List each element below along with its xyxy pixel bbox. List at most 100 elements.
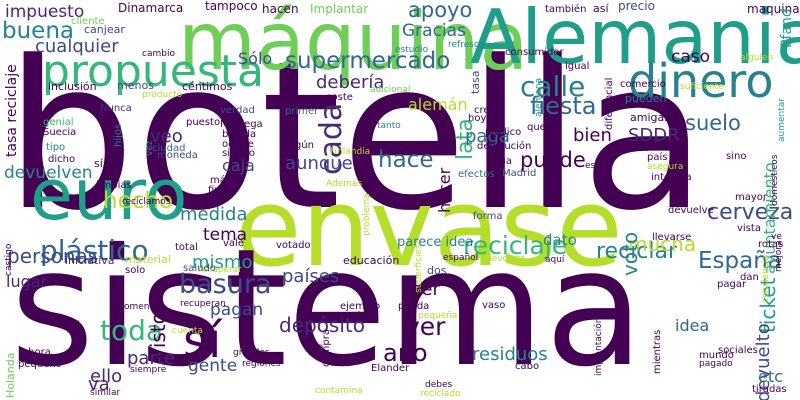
- word-124: Suecia: [43, 127, 77, 138]
- word-34: impuesto: [5, 2, 85, 22]
- word-179: ahora: [22, 347, 51, 358]
- word-16: hace: [378, 147, 434, 173]
- word-58: etc: [758, 367, 783, 386]
- word-71: precio: [618, 0, 655, 13]
- word-108: Noruega: [220, 119, 263, 130]
- word-148: superficies: [414, 244, 424, 293]
- word-147: problema: [362, 193, 372, 236]
- word-88: pueden: [625, 92, 667, 105]
- word-67: Dinamarca: [118, 1, 184, 15]
- word-125: tipo: [46, 142, 66, 153]
- word-19: toda: [100, 314, 164, 347]
- word-43: suelo: [685, 111, 741, 135]
- word-48: medida: [180, 204, 248, 225]
- word-21: ver: [405, 312, 446, 341]
- word-115: público: [485, 127, 522, 138]
- word-155: educación: [343, 254, 400, 267]
- word-30: residuos: [472, 344, 548, 365]
- word-119: Madrid: [502, 168, 537, 179]
- word-160: dan: [740, 272, 759, 283]
- word-126: dicho: [48, 154, 76, 165]
- word-135: Además: [326, 179, 363, 189]
- word-139: mayor: [735, 192, 768, 203]
- word-193: contamina: [315, 386, 363, 396]
- word-1: envase: [235, 166, 623, 291]
- word-94: adicional: [370, 85, 411, 95]
- word-5: Alemania: [470, 0, 800, 81]
- word-91: producto: [142, 90, 183, 100]
- word-136: reciclamos: [122, 197, 171, 207]
- word-194: debes: [425, 380, 453, 390]
- word-37: Sólo: [238, 49, 273, 68]
- word-116: alto: [631, 143, 650, 154]
- word-140: vista: [737, 223, 761, 234]
- word-195: reciclado: [420, 389, 461, 399]
- word-109: bebida: [222, 129, 257, 140]
- word-156: español: [443, 253, 479, 263]
- word-188: cabo: [515, 361, 540, 372]
- word-87: comercio: [620, 79, 666, 90]
- word-2: sistema: [10, 215, 645, 400]
- word-64: hacer: [435, 167, 454, 213]
- word-74: cliente: [71, 16, 105, 27]
- word-15: basura: [179, 269, 272, 300]
- word-113: Finlandia: [330, 147, 371, 157]
- word-185: da: [311, 342, 324, 353]
- word-178: sociales: [718, 345, 758, 356]
- word-29: personas: [7, 244, 99, 268]
- word-150: total: [175, 242, 198, 253]
- word-143: mejora: [774, 240, 784, 272]
- word-97: tasa reciclaje: [4, 64, 20, 157]
- word-26: apoyo: [408, 0, 473, 22]
- word-190: mundo: [699, 350, 734, 361]
- word-183: grandes: [233, 348, 270, 358]
- word-95: amigas: [630, 111, 670, 124]
- word-81: consumidor: [505, 47, 564, 58]
- word-153: recuperar: [198, 265, 242, 275]
- word-154: parece idea: [397, 235, 474, 250]
- word-78: cambio: [142, 49, 175, 59]
- word-6: propuesta: [42, 46, 264, 97]
- word-12: España: [698, 248, 782, 274]
- word-4: máquina: [178, 0, 529, 88]
- word-61: visto: [146, 312, 170, 360]
- word-79: estudio: [395, 45, 429, 55]
- word-106: genial: [43, 117, 74, 128]
- word-170: haber: [50, 318, 80, 329]
- word-144: devuelve: [668, 205, 714, 216]
- word-90: alguien: [740, 53, 774, 63]
- word-118: agua: [487, 156, 512, 167]
- word-102: queda: [527, 122, 559, 133]
- word-92: diferencial: [604, 77, 615, 130]
- word-11: reciclaje: [463, 231, 568, 260]
- word-69: hacen: [262, 2, 299, 16]
- word-184: regiones: [242, 359, 281, 369]
- word-162: iniciativa: [65, 254, 115, 267]
- word-93: alemana: [534, 77, 544, 117]
- word-137: sino: [726, 151, 747, 162]
- word-60: lugar: [6, 272, 48, 291]
- word-99: coste: [326, 92, 353, 103]
- word-141: ve: [771, 232, 782, 242]
- word-47: aunque: [285, 153, 353, 174]
- word-176: usado: [615, 316, 626, 347]
- word-85: céntimos: [182, 80, 233, 93]
- word-89: suficiente: [680, 82, 724, 92]
- word-45: veo: [150, 126, 183, 147]
- word-189: implantación: [594, 317, 604, 376]
- word-161: conciencia: [761, 255, 771, 303]
- word-152: votado: [276, 240, 311, 251]
- word-177: mientras: [652, 329, 663, 374]
- word-167: comenta: [119, 302, 159, 312]
- word-76: también: [545, 4, 587, 15]
- word-59: devuelven: [4, 163, 93, 183]
- word-18: cerveza: [707, 200, 794, 225]
- word-20: puede: [520, 148, 586, 172]
- word-117: país: [647, 152, 668, 163]
- word-138: domésticos: [770, 154, 780, 206]
- word-56: idea: [675, 316, 710, 335]
- word-80: refresco: [448, 40, 485, 50]
- word-120: esta: [585, 161, 605, 171]
- word-27: hecho: [103, 188, 174, 214]
